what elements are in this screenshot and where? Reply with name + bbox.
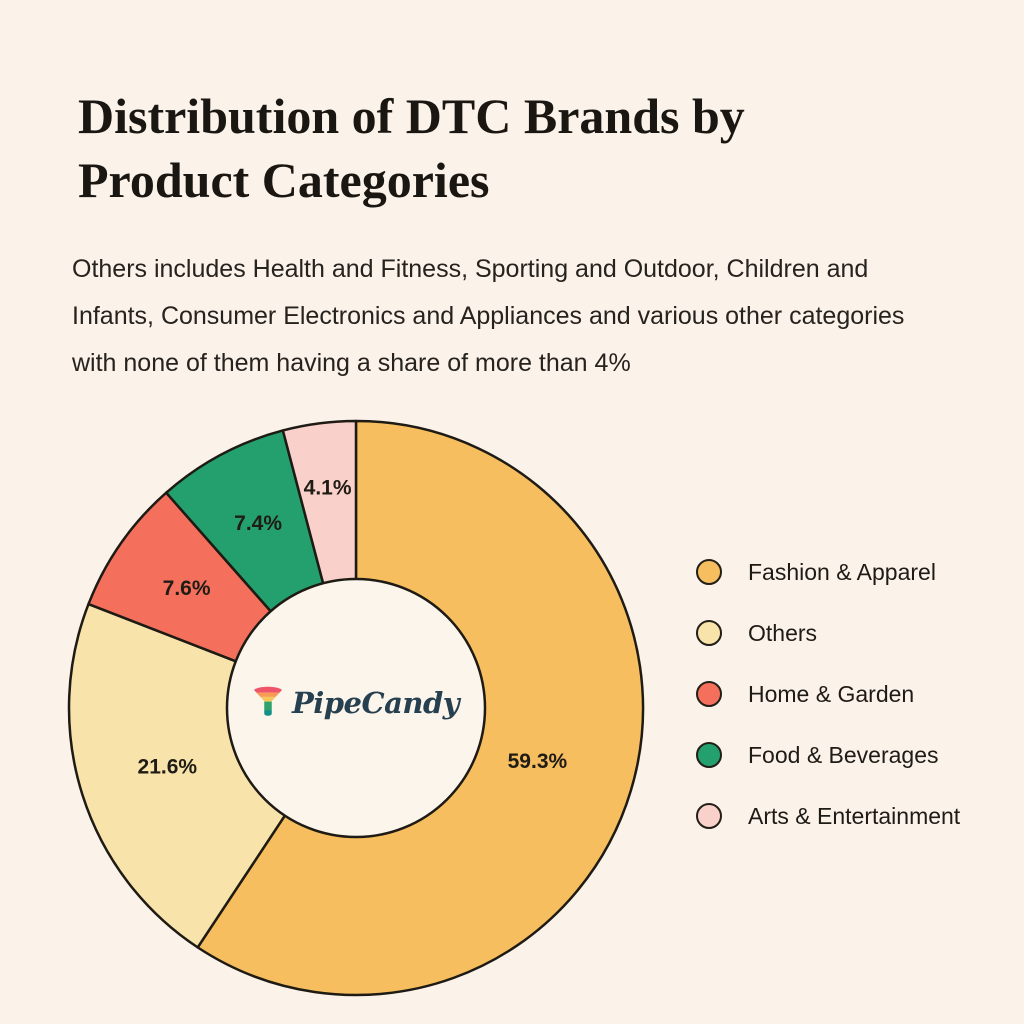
legend-swatch-others — [696, 620, 722, 646]
page-title-line-2: Product Categories — [78, 152, 490, 208]
legend-label-home-garden: Home & Garden — [748, 680, 915, 707]
pipecandy-logo-text: PipeCandy — [291, 686, 460, 720]
legend-item-food-beverages: Food & Beverages — [696, 741, 960, 768]
legend-swatch-home-garden — [696, 681, 722, 707]
legend-swatch-arts-entertainment — [696, 803, 722, 829]
legend-item-others: Others — [696, 619, 960, 646]
legend-swatch-food-beverages — [696, 742, 722, 768]
slice-label-3: 7.4% — [234, 512, 282, 535]
legend-item-fashion-apparel: Fashion & Apparel — [696, 558, 960, 585]
page-subtitle-line-3: with none of them having a share of more… — [72, 349, 631, 377]
legend-item-home-garden: Home & Garden — [696, 680, 960, 707]
donut-hole — [225, 577, 487, 839]
page-title-line-1: Distribution of DTC Brands by — [78, 88, 745, 144]
legend-swatch-fashion-apparel — [696, 559, 722, 585]
slice-label-4: 4.1% — [304, 476, 352, 499]
legend-label-others: Others — [748, 619, 818, 646]
slice-label-0: 59.3% — [508, 750, 568, 773]
funnel-icon — [253, 684, 283, 722]
legend-label-fashion-apparel: Fashion & Apparel — [748, 558, 936, 585]
page-subtitle-line-1: Others includes Health and Fitness, Spor… — [72, 255, 869, 283]
legend-label-arts-entertainment: Arts & Entertainment — [748, 802, 961, 829]
slice-label-2: 7.6% — [163, 577, 211, 600]
legend-label-food-beverages: Food & Beverages — [748, 741, 939, 768]
page-title: Distribution of DTC Brands by Product Ca… — [78, 84, 778, 212]
pipecandy-logo: PipeCandy — [253, 676, 460, 730]
chart-legend: Fashion & Apparel Others Home & Garden F… — [696, 558, 961, 865]
page-subtitle: Others includes Health and Fitness, Spor… — [72, 246, 928, 387]
slice-label-1: 21.6% — [138, 756, 198, 779]
legend-item-arts-entertainment: Arts & Entertainment — [696, 802, 961, 829]
page-subtitle-line-2: Infants, Consumer Electronics and Applia… — [72, 302, 905, 330]
